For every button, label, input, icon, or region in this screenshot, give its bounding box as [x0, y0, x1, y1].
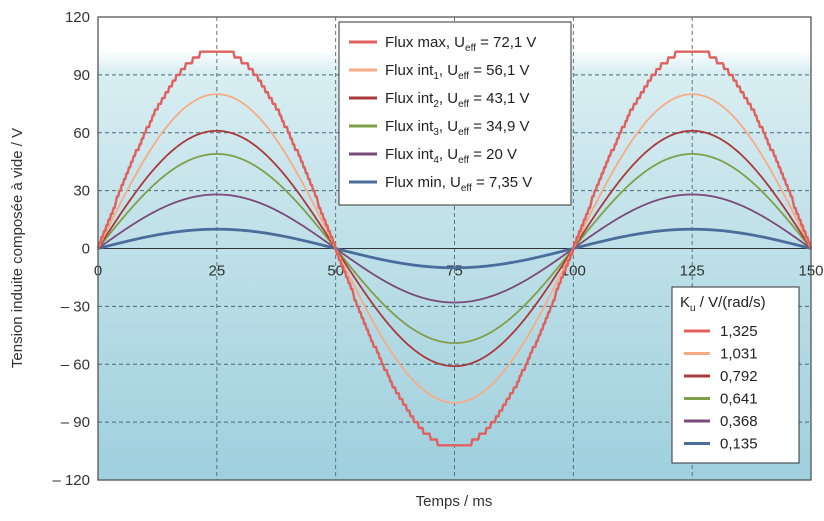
series-line — [96, 50, 813, 447]
series-line — [97, 93, 812, 404]
legend-ku-value: 0,641 — [720, 391, 758, 408]
series-line — [97, 193, 812, 304]
plot-frame — [97, 16, 812, 481]
legend-ueff-box — [338, 21, 572, 206]
legend-ueff-entry: Flux int4, Ueff = 20 V — [385, 146, 517, 166]
legend-ueff-entry: Flux int1, Ueff = 56,1 V — [385, 62, 530, 82]
x-tick-label: 125 — [680, 263, 705, 280]
legend-ueff-entry: Flux min, Ueff = 7,35 V — [385, 174, 532, 194]
legend-ku-value: 1,031 — [720, 346, 758, 363]
legend-ku-value: 1,325 — [720, 323, 758, 340]
legend-ueff-entry: Flux max, Ueff = 72,1 V — [385, 34, 536, 54]
legend-ueff-entry: Flux int2, Ueff = 43,1 V — [385, 90, 530, 110]
x-tick-label: 50 — [327, 263, 344, 280]
legend-ku-value: 0,135 — [720, 436, 758, 453]
legend-ueff-entry: Flux int3, Ueff = 34,9 V — [385, 118, 530, 138]
x-axis-label: Temps / ms — [416, 493, 493, 510]
x-tick-label: 75 — [446, 263, 463, 280]
legend-ku: Ku / V/(rad/s) 1,325 1,031 0,792 0,641 0,368 0… — [671, 286, 800, 464]
y-tick-label: – 30 — [61, 298, 90, 315]
y-tick-label: 120 — [65, 9, 90, 26]
y-tick-label: 0 — [82, 241, 90, 258]
y-tick-label: 90 — [73, 67, 90, 84]
y-tick-label: – 60 — [61, 356, 90, 373]
y-tick-label: – 120 — [52, 472, 90, 489]
series-line — [97, 153, 812, 344]
x-tick-label: 25 — [208, 263, 225, 280]
y-tick-label: 60 — [73, 125, 90, 142]
legend-ku-value: 0,792 — [720, 368, 758, 385]
series-lines — [96, 50, 813, 447]
y-axis-label: Tension induite composée à vide / V — [9, 128, 26, 368]
y-tick-label: 30 — [73, 183, 90, 200]
legend-ku-value: 0,368 — [720, 413, 758, 430]
series-line — [97, 227, 812, 270]
series-line — [97, 129, 812, 368]
y-tick-label: – 90 — [61, 414, 90, 431]
legend-ueff: Flux max, Ueff = 72,1 V Flux int1, Ueff =… — [338, 21, 572, 206]
legend-ku-title: Ku / V/(rad/s) — [680, 294, 766, 314]
